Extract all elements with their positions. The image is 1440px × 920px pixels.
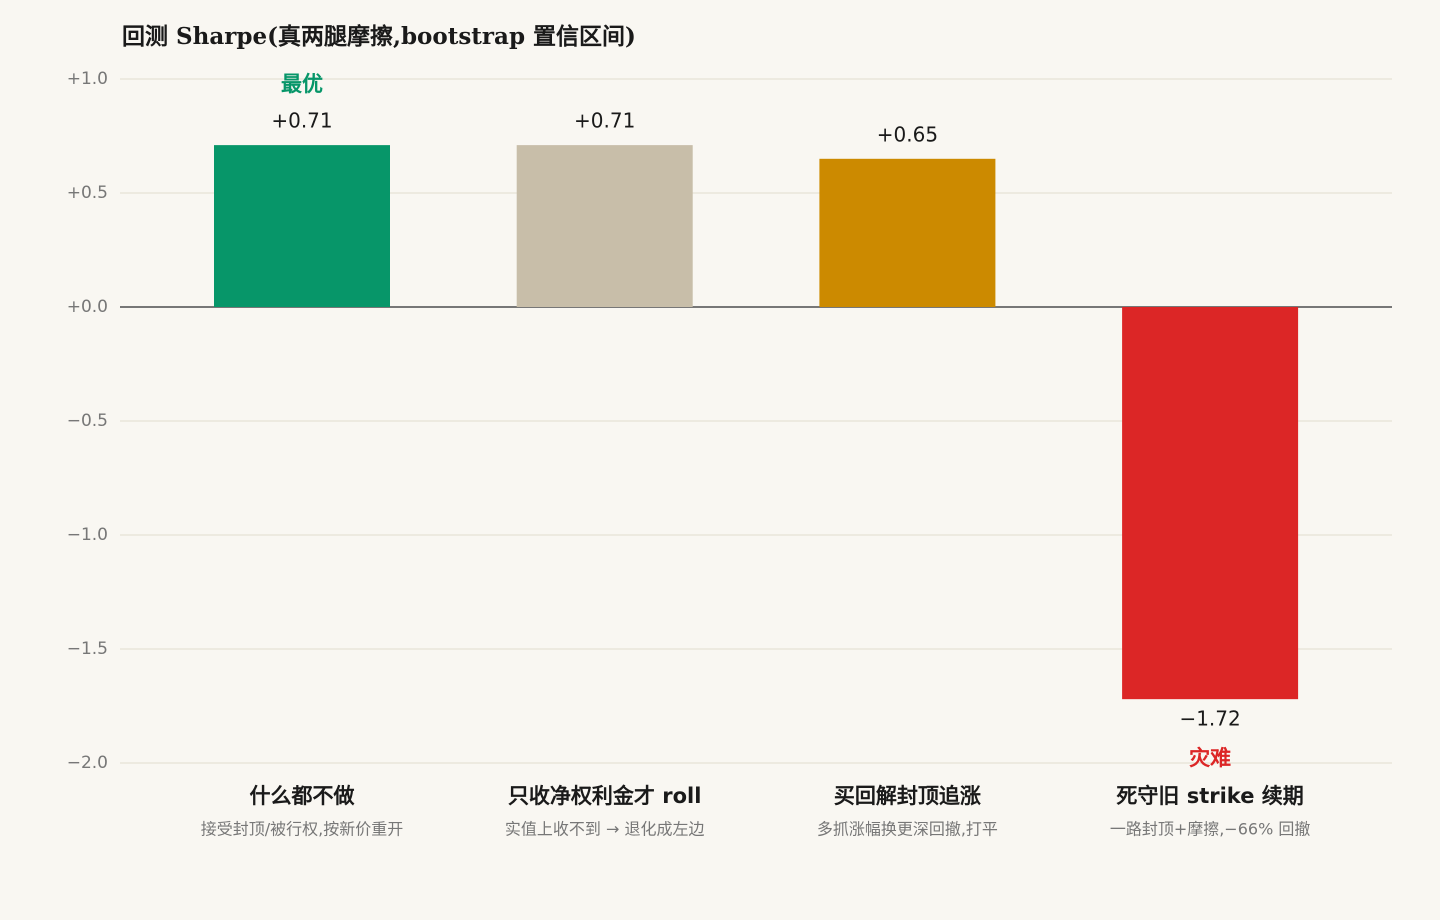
bar — [819, 158, 996, 307]
x-tick-label: 死守旧 strike 续期 — [1116, 784, 1303, 808]
category-description: 多抓涨幅换更深回撤,打平 — [817, 820, 998, 839]
y-tick-label: −1.0 — [67, 525, 108, 545]
x-tick-label: 买回解封顶追涨 — [834, 784, 981, 808]
value-label: +0.65 — [877, 122, 938, 146]
y-tick-label: −2.0 — [67, 753, 108, 773]
value-label: +0.71 — [574, 109, 635, 133]
category-description: 实值上收不到 → 退化成左边 — [505, 820, 705, 839]
bar — [214, 145, 390, 307]
value-label: −1.72 — [1179, 707, 1240, 731]
y-tick-label: −0.5 — [67, 411, 108, 431]
value-label: +0.71 — [271, 109, 332, 133]
annotation: 灾难 — [1189, 746, 1231, 770]
y-tick-label: −1.5 — [67, 639, 108, 659]
category-description: 接受封顶/被行权,按新价重开 — [201, 820, 403, 839]
annotation: 最优 — [281, 72, 323, 96]
x-tick-label: 什么都不做 — [250, 784, 355, 808]
y-tick-label: +0.5 — [67, 183, 108, 203]
chart-title: 回测 Sharpe(真两腿摩擦,bootstrap 置信区间) — [122, 23, 636, 50]
bar — [1122, 307, 1299, 700]
x-tick-label: 只收净权利金才 roll — [508, 784, 702, 808]
bar — [516, 145, 693, 307]
y-tick-label: +0.0 — [67, 297, 108, 317]
category-description: 一路封顶+摩擦,−66% 回撤 — [1110, 820, 1311, 839]
y-tick-label: +1.0 — [67, 69, 108, 89]
